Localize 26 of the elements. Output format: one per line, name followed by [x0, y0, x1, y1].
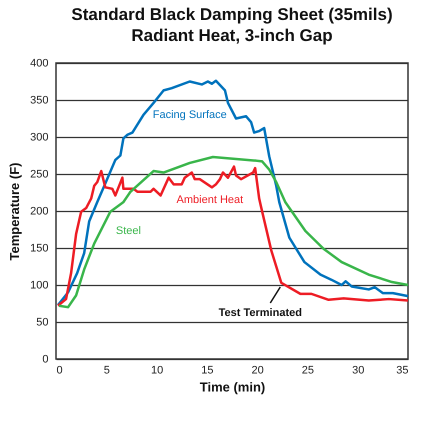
x-tick-label: 0 [56, 364, 63, 376]
x-tick-label: 30 [352, 364, 364, 376]
x-tick-label: 20 [252, 364, 264, 376]
y-tick-label: 250 [30, 168, 48, 180]
y-tick-label: 150 [30, 242, 48, 254]
x-tick-label: 5 [104, 364, 110, 376]
y-tick-label: 350 [30, 94, 48, 106]
x-tick-label: 15 [201, 364, 214, 376]
series-label: Steel [116, 224, 141, 237]
y-tick-label: 50 [36, 316, 48, 328]
chart-subtitle: Radiant Heat, 3-inch Gap [131, 26, 333, 45]
annotation: Test Terminated [218, 307, 302, 319]
chart-title: Standard Black Damping Sheet (35mils) [71, 5, 393, 24]
x-tick-label: 10 [150, 364, 164, 376]
y-tick-label: 300 [30, 132, 48, 144]
x-axis-title: Time (min) [200, 380, 266, 394]
line-series [56, 80, 410, 306]
y-tick-label: 400 [30, 58, 48, 70]
y-tick-label: 0 [42, 354, 48, 366]
series-label: Ambient Heat [176, 194, 244, 206]
y-axis-title: Temperature (F) [7, 162, 22, 260]
x-tick-label: 25 [302, 364, 314, 376]
x-tick-label: 35 [396, 364, 408, 376]
series-label: Facing Surface [152, 108, 227, 121]
y-tick-label: 200 [30, 206, 48, 218]
y-tick-label: 100 [30, 280, 48, 292]
